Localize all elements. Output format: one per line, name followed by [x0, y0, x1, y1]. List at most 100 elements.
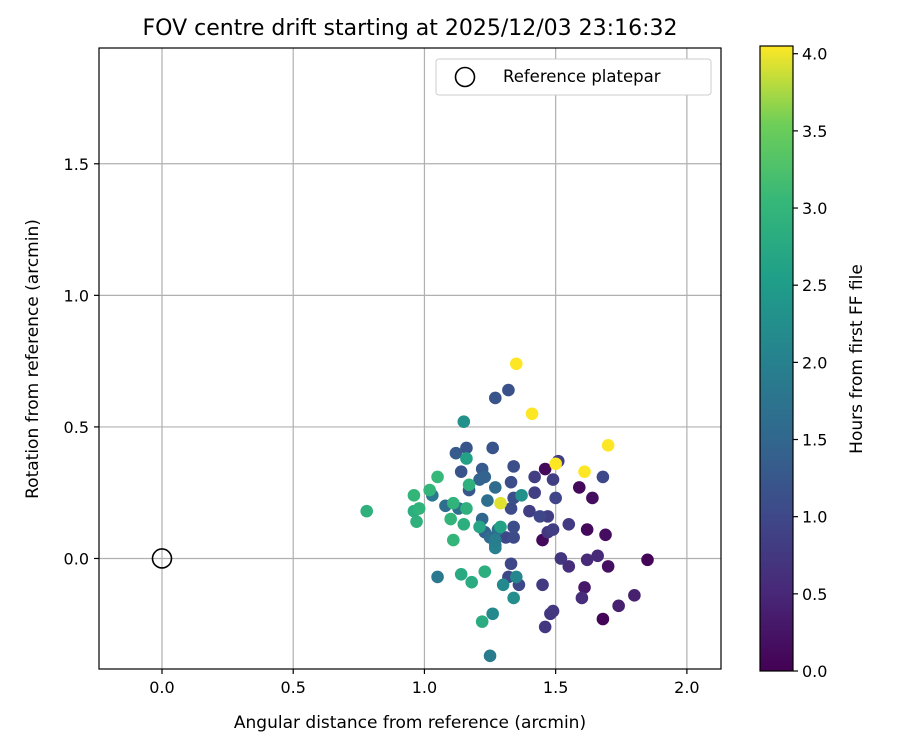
scatter-point-68 — [431, 570, 444, 584]
scatter-point-47 — [454, 465, 468, 478]
y-axis-label: Rotation from reference (arcmin) — [23, 219, 43, 499]
scatter-point-61 — [486, 607, 499, 621]
scatter-point-49 — [449, 446, 463, 460]
scatter-point-72 — [457, 415, 471, 428]
scatter-point-92 — [360, 504, 373, 518]
scatter-point-75 — [473, 520, 486, 534]
scatter-point-96 — [549, 457, 562, 471]
y-tick-label: 1.5 — [64, 155, 89, 174]
colorbar — [759, 45, 794, 672]
scatter-point-23 — [546, 523, 560, 536]
reference-marker — [151, 548, 173, 569]
scatter-point-43 — [502, 383, 515, 397]
scatter-point-0 — [641, 553, 654, 567]
scatter-point-16 — [554, 552, 568, 565]
y-ticks: 0.0 0.5 1.0 1.5 — [64, 155, 99, 568]
colorbar-tick-label: 1.0 — [802, 508, 827, 527]
scatter-point-37 — [507, 531, 520, 544]
scatter-point-53 — [488, 481, 502, 494]
scatter-point-60 — [483, 649, 497, 663]
scatter-point-30 — [549, 491, 562, 505]
scatter-point-41 — [504, 475, 518, 489]
scatter-point-95 — [601, 439, 615, 452]
scatter-point-73 — [460, 452, 473, 465]
scatter-point-15 — [562, 560, 576, 573]
scatter-point-79 — [478, 565, 492, 578]
scatter-point-11 — [612, 599, 625, 613]
scatter-point-14 — [575, 591, 589, 605]
legend: Reference platepar — [435, 58, 712, 96]
scatter-point-76 — [454, 567, 468, 581]
scatter-point-85 — [447, 533, 460, 547]
scatter-point-64 — [509, 570, 523, 584]
scatter-point-83 — [447, 496, 460, 510]
scatter-point-19 — [538, 620, 552, 634]
scatter-point-13 — [591, 549, 604, 563]
scatter-point-18 — [546, 604, 560, 618]
scatter-point-9 — [578, 581, 591, 594]
scatter-point-39 — [504, 502, 518, 515]
legend-box — [435, 58, 712, 96]
colorbar-ticks: 0.0 0.5 1.0 1.5 2.0 2.5 3.0 3.5 4.0 — [793, 45, 827, 681]
x-tick-label: 2.0 — [674, 678, 699, 697]
scatter-point-80 — [457, 517, 471, 531]
x-ticks: 0.0 0.5 1.0 1.5 2.0 — [149, 669, 700, 697]
scatter-point-28 — [546, 473, 560, 486]
scatter-points — [360, 357, 654, 663]
scatter-point-90 — [423, 483, 436, 497]
scatter-point-74 — [494, 520, 507, 534]
scatter-point-91 — [431, 470, 444, 484]
scatter-point-20 — [536, 578, 549, 592]
scatter-point-62 — [496, 578, 510, 592]
chart-title: FOV centre drift starting at 2025/12/03 … — [143, 16, 678, 41]
scatter-point-26 — [523, 504, 536, 518]
scatter-point-77 — [465, 575, 478, 589]
colorbar-tick-label: 3.0 — [802, 199, 827, 218]
scatter-point-63 — [507, 591, 520, 605]
plot-frame — [98, 47, 722, 670]
x-tick-label: 0.0 — [149, 678, 174, 697]
scatter-point-44 — [488, 391, 502, 405]
scatter-point-46 — [460, 441, 473, 455]
scatter-point-88 — [412, 502, 426, 515]
scatter-point-54 — [481, 494, 494, 507]
x-axis-label: Angular distance from reference (arcmin) — [234, 713, 586, 733]
scatter-point-45 — [486, 441, 499, 455]
scatter-point-25 — [528, 486, 541, 499]
legend-marker — [454, 66, 476, 88]
scatter-point-93 — [509, 357, 523, 371]
scatter-point-12 — [580, 553, 594, 567]
scatter-point-8 — [601, 560, 615, 573]
scatter-point-35 — [504, 557, 518, 571]
scatter-point-2 — [580, 523, 594, 536]
colorbar-tick-label: 0.0 — [802, 662, 827, 681]
scatter-point-5 — [586, 491, 599, 505]
scatter-point-31 — [596, 470, 610, 484]
scatter-point-78 — [475, 615, 489, 628]
scatter-point-97 — [578, 465, 591, 478]
colorbar-tick-label: 2.5 — [802, 276, 827, 295]
scatter-point-71 — [515, 489, 528, 502]
colorbar-tick-label: 0.5 — [802, 585, 827, 604]
legend-label: Reference platepar — [503, 67, 661, 86]
x-tick-label: 1.0 — [412, 678, 437, 697]
colorbar-tick-label: 3.5 — [802, 122, 827, 141]
scatter-point-38 — [507, 520, 520, 534]
colorbar-label: Hours from first FF file — [847, 264, 867, 454]
scatter-point-3 — [599, 528, 612, 542]
scatter-point-6 — [538, 462, 552, 476]
scatter-point-94 — [525, 407, 539, 421]
colorbar-tick-label: 4.0 — [802, 45, 827, 64]
scatter-point-84 — [444, 512, 457, 526]
colorbar-tick-label: 2.0 — [802, 353, 827, 372]
scatter-point-89 — [407, 489, 421, 502]
grid — [99, 48, 721, 669]
scatter-point-52 — [473, 473, 486, 486]
x-tick-label: 1.5 — [543, 678, 568, 697]
scatter-point-32 — [533, 510, 547, 523]
scatter-point-42 — [507, 460, 520, 473]
colorbar-tick-label: 1.5 — [802, 431, 827, 450]
scatter-point-21 — [562, 517, 576, 531]
scatter-point-66 — [488, 533, 502, 547]
